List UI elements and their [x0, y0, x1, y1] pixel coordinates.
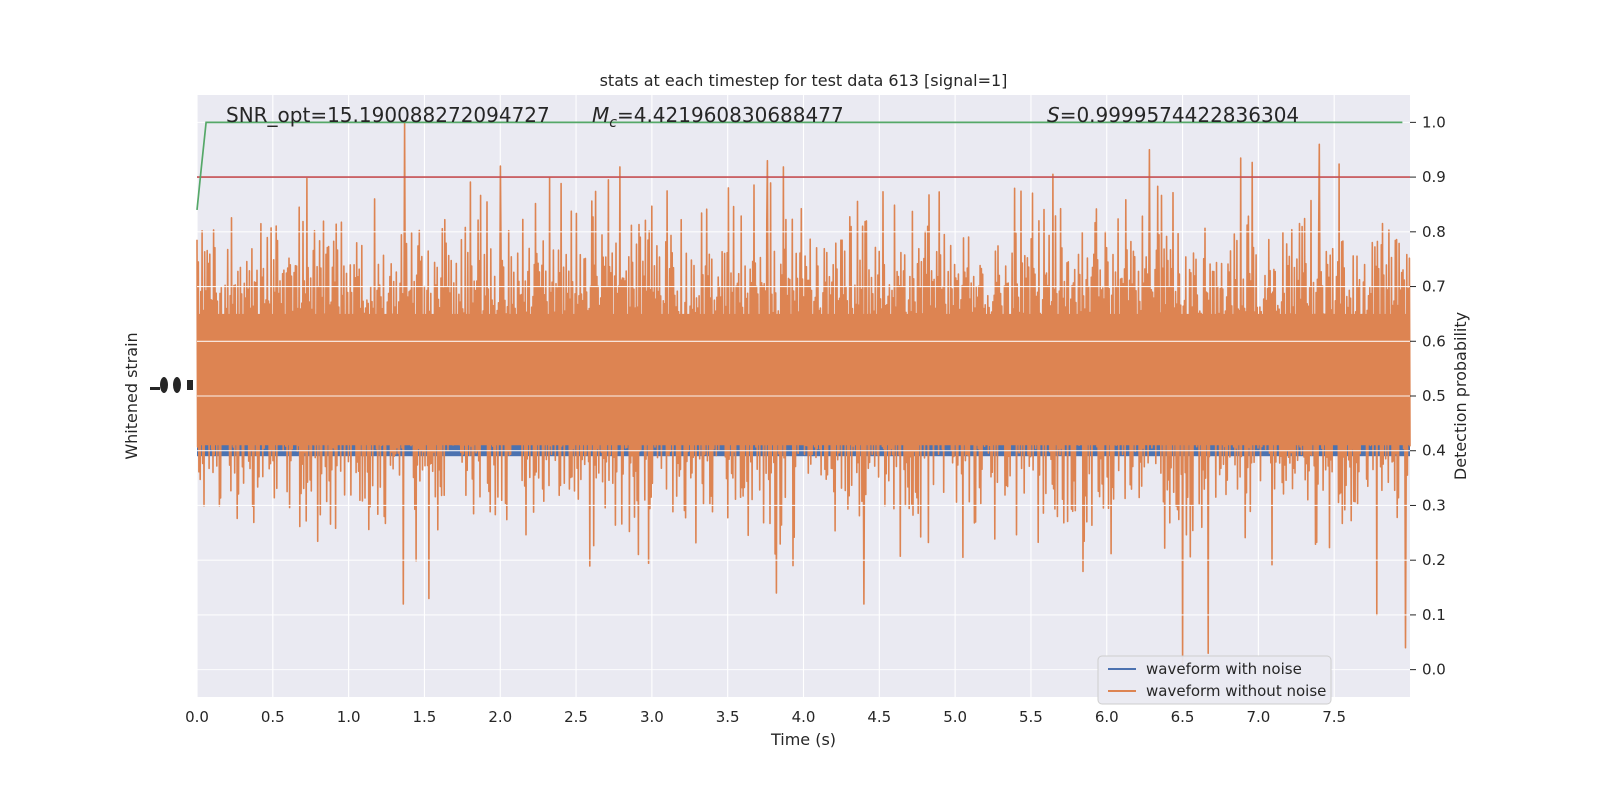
y-axis-label-right: Detection probability — [1451, 312, 1470, 480]
x-tick-label: 5.0 — [943, 708, 967, 726]
left-axis-tick-artifact — [160, 377, 168, 393]
x-tick-label: 0.5 — [261, 708, 285, 726]
annotation-chirp-mass: Mc=4.421960830688477 — [592, 103, 844, 131]
y-tick-label-right: 0.5 — [1422, 387, 1446, 405]
y-tick-label-right: 0.1 — [1422, 606, 1446, 624]
x-tick-label: 2.5 — [564, 708, 588, 726]
x-tick-label: 7.0 — [1246, 708, 1270, 726]
legend-box — [1097, 655, 1332, 705]
detection-probability-line — [196, 121, 1403, 210]
annotation-chirp-mass-value: =4.421960830688477 — [617, 103, 844, 127]
y-tick-label-right: 0.6 — [1422, 332, 1446, 350]
y-tick-label-right: 0.2 — [1422, 551, 1446, 569]
y-tick-label-right: 0.4 — [1422, 442, 1446, 460]
left-axis-tick-artifact — [150, 387, 160, 390]
legend-label: waveform with noise — [1146, 660, 1302, 678]
y-tick-label-right: 0.9 — [1422, 168, 1446, 186]
annotation-score: S=0.9999574422836304 — [1047, 103, 1299, 127]
y-tick-label-right: 0.0 — [1422, 661, 1446, 679]
y-tick-label-right: 1.0 — [1422, 113, 1446, 131]
series-orange-core — [197, 313, 1410, 446]
x-tick-label: 3.5 — [716, 708, 740, 726]
annotation-score-value: =0.9999574422836304 — [1060, 103, 1299, 127]
left-axis-tick-artifact — [173, 377, 181, 393]
x-axis-label: Time (s) — [770, 730, 836, 749]
x-tick-label: 1.5 — [413, 708, 437, 726]
x-tick-label: 7.5 — [1322, 708, 1346, 726]
x-tick-label: 3.0 — [640, 708, 664, 726]
x-tick-label: 2.0 — [488, 708, 512, 726]
x-tick-label: 4.0 — [792, 708, 816, 726]
x-tick-label: 6.5 — [1171, 708, 1195, 726]
left-axis-tick-artifact — [187, 380, 193, 390]
legend-label: waveform without noise — [1146, 682, 1326, 700]
x-tick-label: 6.0 — [1095, 708, 1119, 726]
y-tick-label-right: 0.3 — [1422, 496, 1446, 514]
annotation-chirp-mass-symbol: M — [592, 103, 609, 127]
y-axis-label-left: Whitened strain — [122, 332, 141, 459]
x-tick-label: 5.5 — [1019, 708, 1043, 726]
annotation-chirp-mass-subscript: c — [609, 115, 617, 131]
annotation-snr: SNR_opt=15.190088272094727 — [226, 103, 550, 127]
y-tick-label-right: 0.8 — [1422, 223, 1446, 241]
chart-title: stats at each timestep for test data 613… — [600, 71, 1008, 90]
x-tick-label: 4.5 — [867, 708, 891, 726]
x-tick-label: 0.0 — [185, 708, 209, 726]
legend: waveform with noise waveform without nois… — [1097, 655, 1332, 705]
annotation-score-symbol: S — [1047, 103, 1060, 127]
y-tick-label-right: 0.7 — [1422, 278, 1446, 296]
x-tick-label: 1.0 — [337, 708, 361, 726]
